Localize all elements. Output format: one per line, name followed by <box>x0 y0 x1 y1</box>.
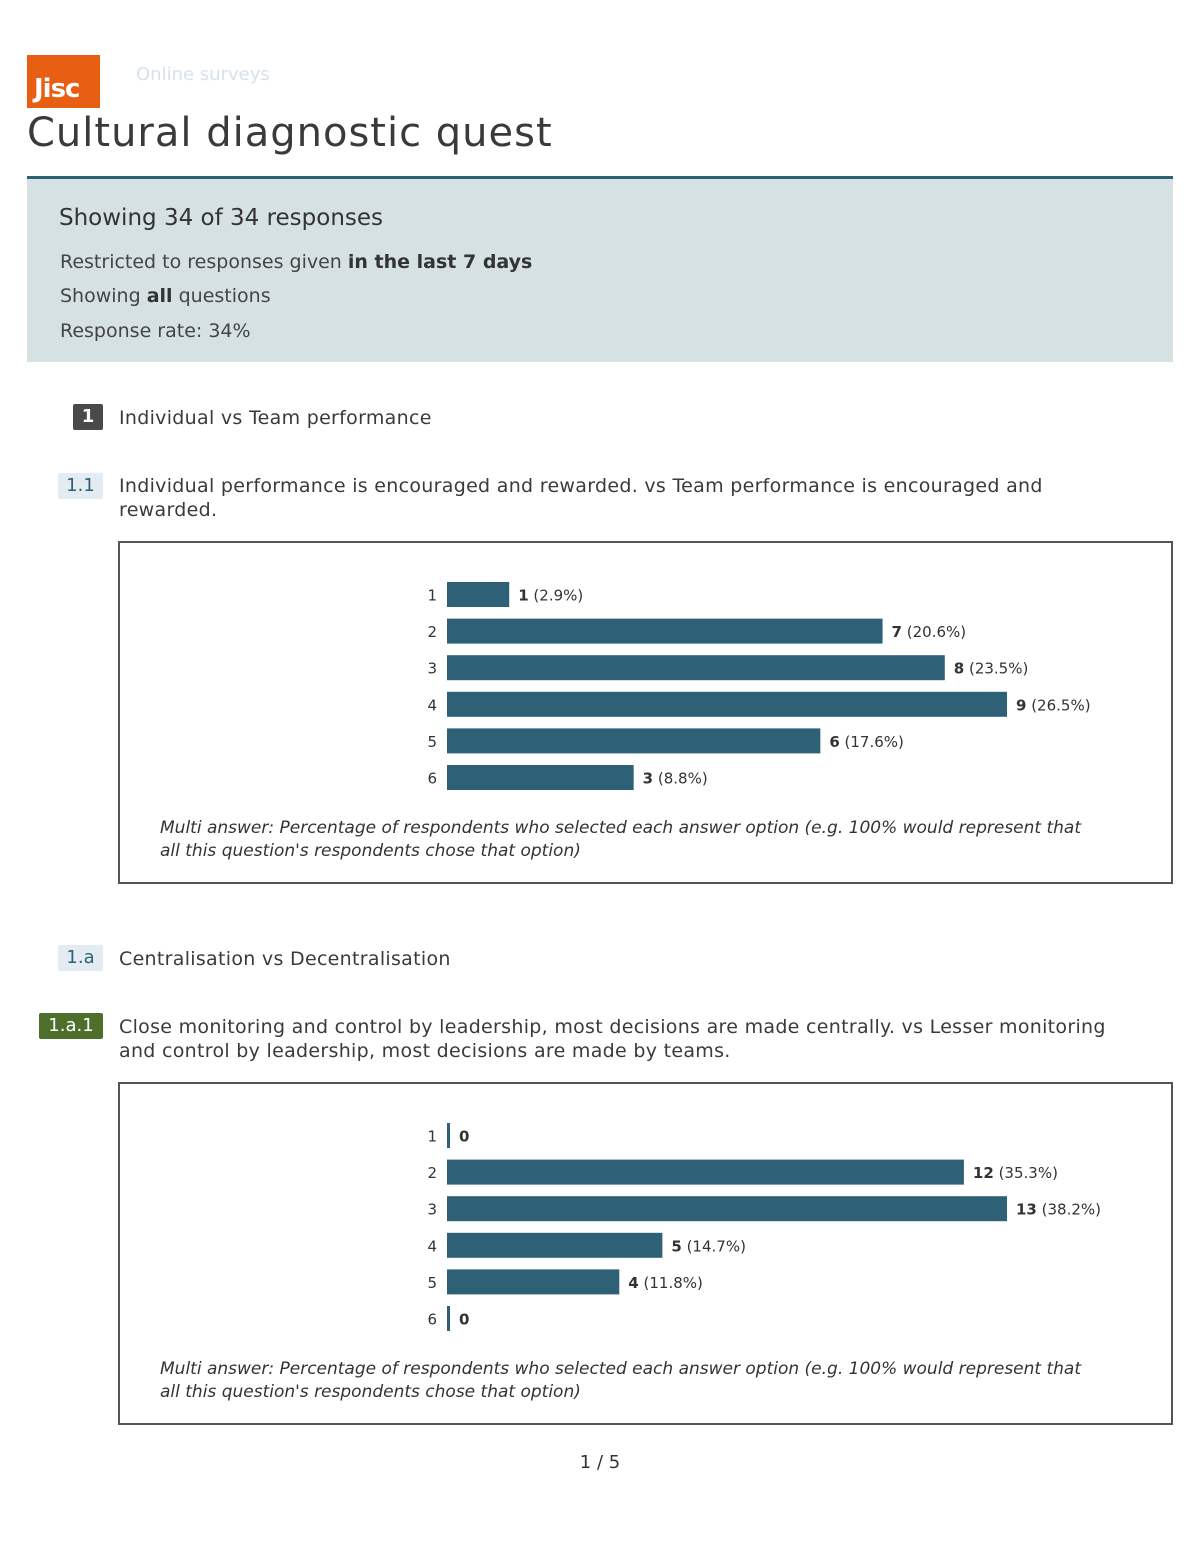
bar-data-label: 0 <box>459 1311 469 1329</box>
bar-chart: 1 0 2 12 (35.3%) 3 13 (38.2%) 4 5 (14.7%) 5 4 (11… <box>427 1123 1101 1331</box>
section-number-badge: 1.a <box>58 945 103 971</box>
questions-filter-suffix: questions <box>178 285 271 307</box>
category-tick-label: 3 <box>427 660 437 678</box>
bar-data-label: 12 (35.3%) <box>973 1164 1058 1182</box>
bar-data-label: 6 (17.6%) <box>829 733 904 751</box>
category-tick-label: 5 <box>427 1274 437 1292</box>
questions-filter-line: Showing all questions <box>60 285 271 307</box>
bar <box>447 1269 620 1295</box>
bar <box>447 728 821 754</box>
section-title: Individual vs Team performance <box>119 407 432 429</box>
bar <box>447 1159 964 1185</box>
category-tick-label: 6 <box>427 770 437 788</box>
category-tick-label: 2 <box>427 1164 437 1182</box>
category-tick-label: 1 <box>427 587 437 605</box>
question-text: Close monitoring and control by leadersh… <box>119 1016 1106 1062</box>
bar-data-label: 9 (26.5%) <box>1016 696 1091 714</box>
questions-filter-value: all <box>146 285 173 307</box>
bar <box>447 655 945 681</box>
bar <box>447 1123 450 1148</box>
question-chart-panel: 1 0 2 12 (35.3%) 3 13 (38.2%) 4 5 (14.7%) 5 4 (11… <box>118 1082 1173 1425</box>
question-number-badge: 1.a.1 <box>39 1013 103 1039</box>
bar-data-label: 8 (23.5%) <box>954 660 1029 678</box>
category-tick-label: 4 <box>427 696 437 714</box>
bar <box>447 1196 1007 1222</box>
response-summary-panel: Showing 34 of 34 responses Restricted to… <box>27 176 1173 362</box>
category-tick-label: 3 <box>427 1201 437 1219</box>
category-tick-label: 6 <box>427 1311 437 1329</box>
questions-filter-prefix: Showing <box>60 285 141 307</box>
page-number: 1 / 5 <box>579 1452 621 1473</box>
bar <box>447 765 634 790</box>
bar-data-label: 4 (11.8%) <box>628 1274 703 1292</box>
bar <box>447 1306 450 1331</box>
question-number-badge: 1.1 <box>58 473 103 499</box>
bar <box>447 1232 663 1258</box>
question-chart-panel: 1 1 (2.9%) 2 7 (20.6%) 3 8 (23.5%) 4 9 (26.5%) 5… <box>118 541 1173 884</box>
section-number-badge: 1 <box>73 404 103 430</box>
bar <box>447 582 510 607</box>
response-rate: Response rate: 34% <box>60 320 251 342</box>
restriction-line: Restricted to responses given in the las… <box>60 251 532 273</box>
question-text: Individual performance is encouraged and… <box>119 475 1043 521</box>
chart-note: Multi answer: Percentage of respondents … <box>160 1359 1081 1402</box>
bar-chart: 1 1 (2.9%) 2 7 (20.6%) 3 8 (23.5%) 4 9 (26.5%) 5… <box>427 582 1091 790</box>
jisc-logo: Jisc <box>27 55 100 108</box>
bar <box>447 618 883 644</box>
chart-note: Multi answer: Percentage of respondents … <box>160 818 1081 861</box>
category-tick-label: 4 <box>427 1237 437 1255</box>
restriction-value: in the last 7 days <box>347 251 533 273</box>
responses-count: Showing 34 of 34 responses <box>59 205 384 231</box>
category-tick-label: 1 <box>427 1128 437 1146</box>
bar-data-label: 3 (8.8%) <box>643 770 708 788</box>
section-title: Centralisation vs Decentralisation <box>119 948 451 970</box>
bar-data-label: 0 <box>459 1128 469 1146</box>
category-tick-label: 5 <box>427 733 437 751</box>
bar-data-label: 5 (14.7%) <box>671 1237 746 1255</box>
page-title: Cultural diagnostic quest <box>27 110 553 156</box>
site-name[interactable]: Online surveys <box>136 64 270 85</box>
bar-data-label: 7 (20.6%) <box>892 623 967 641</box>
category-tick-label: 2 <box>427 623 437 641</box>
bar-data-label: 1 (2.9%) <box>518 587 583 605</box>
restriction-prefix: Restricted to responses given <box>60 251 342 273</box>
bar <box>447 691 1007 717</box>
bar-data-label: 13 (38.2%) <box>1016 1201 1101 1219</box>
